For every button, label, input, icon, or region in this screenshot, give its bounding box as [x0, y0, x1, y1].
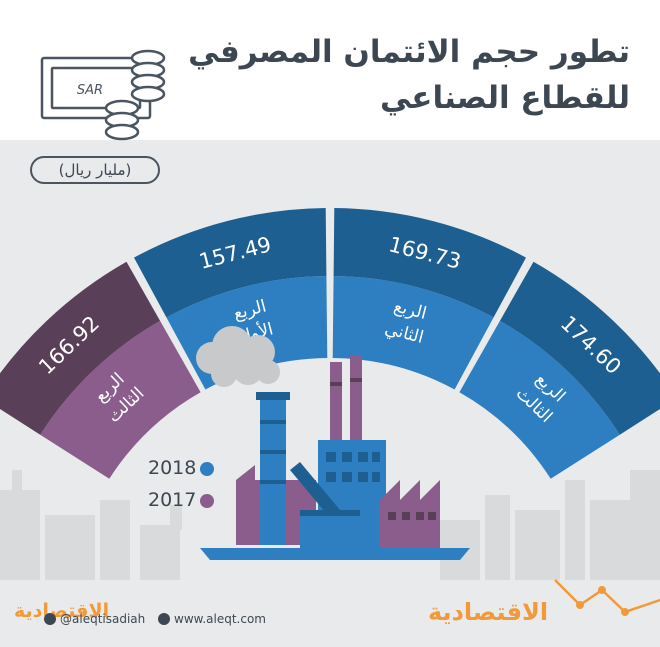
legend-item-2017: 2017: [148, 489, 228, 513]
page-title-line2: للقطاع الصناعي: [379, 80, 630, 116]
money-icon: [40, 49, 166, 141]
legend-label: 2017: [148, 489, 197, 511]
chart-segments: 166.92الربعالثالث157.49الربعالأول169.73ا…: [0, 208, 660, 479]
value-segment: [134, 208, 327, 318]
legend-item-2018: 2018: [148, 457, 228, 481]
unit-label: (مليار ريال): [30, 156, 160, 184]
factory-base-box: [300, 510, 360, 548]
quarter-segment: [40, 320, 201, 479]
web-icon: [158, 613, 170, 625]
logo-right: الاقتصادية: [428, 598, 549, 626]
city-skyline: [0, 470, 660, 580]
conveyor: [290, 462, 340, 518]
legend-swatch: [200, 494, 214, 508]
trend-dot: [576, 601, 584, 609]
currency-label: SAR: [77, 83, 103, 98]
legend-swatch: [200, 462, 214, 476]
social-handle[interactable]: @aleqtisadiah: [60, 612, 146, 626]
quarter-segment: [459, 320, 620, 479]
value-segment: [499, 261, 660, 435]
factory-ground: [200, 548, 470, 560]
footer-strip: [0, 580, 660, 647]
trend-dot: [598, 586, 606, 594]
factory-tower-top: [256, 392, 290, 400]
social-icon: [44, 613, 56, 625]
legend-label: 2018: [148, 457, 197, 479]
quarter-segment: [332, 276, 494, 390]
factory-illustration: [196, 326, 470, 560]
logo-left: الاقتصادية: [14, 600, 110, 622]
website-link[interactable]: www.aleqt.com: [174, 612, 266, 626]
smoke-cloud: [196, 326, 280, 387]
value-segment: [333, 208, 526, 318]
trend-dot: [621, 608, 629, 616]
factory-tower: [260, 395, 286, 545]
page-title-line1: تطور حجم الائتمان المصرفي: [188, 34, 630, 70]
value-segment: [0, 261, 161, 435]
